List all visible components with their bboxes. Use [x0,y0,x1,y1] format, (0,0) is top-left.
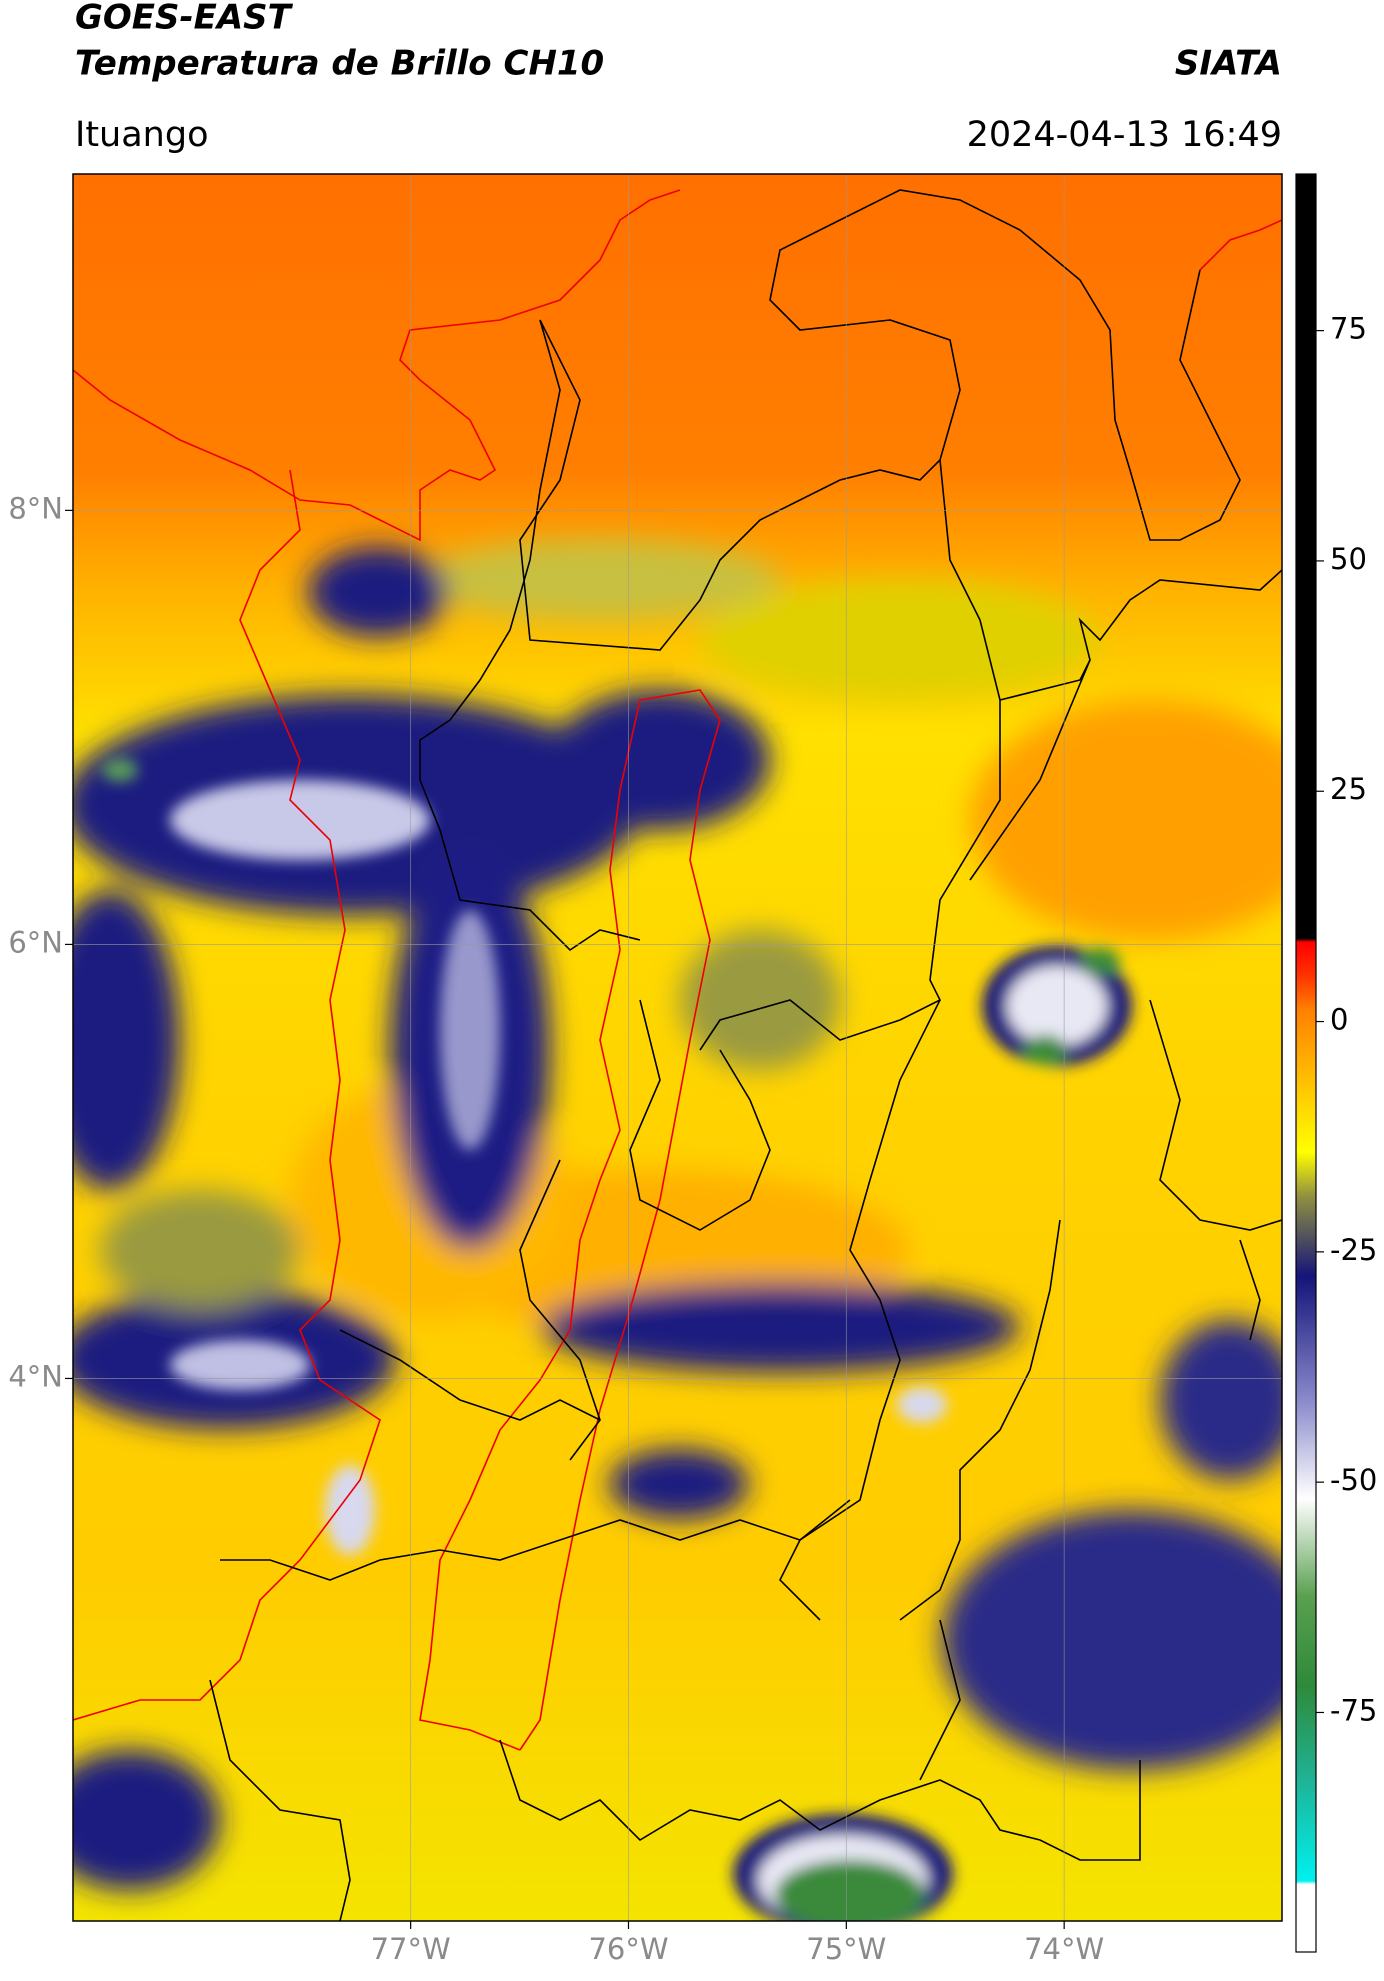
y-tick-label: 6°N [8,925,63,959]
x-tick-label: 75°W [806,1932,886,1966]
location: Ituango [75,115,209,155]
colorbar-tick-label: 0 [1330,1003,1348,1037]
satellite-image [73,174,1282,1921]
title: GOES-EAST [75,0,294,38]
colorbar-tick-label: 50 [1330,542,1367,576]
colorbar [1295,173,1317,1953]
datetime: 2024-04-13 16:49 [967,115,1282,155]
x-tick-label: 76°W [588,1932,668,1966]
colorbar-tick-label: -25 [1330,1233,1377,1267]
y-tick-label: 4°N [8,1359,63,1393]
y-tick-label: 8°N [8,491,63,525]
colorbar-tick-label: 75 [1330,312,1367,346]
map-frame [72,173,1283,1922]
agency: SIATA [1175,44,1282,84]
subtitle: Temperatura de Brillo CH10 [75,44,604,84]
colorbar-tick-label: 25 [1330,772,1367,806]
colorbar-tick-label: -50 [1330,1463,1377,1497]
x-tick-label: 77°W [371,1932,451,1966]
graticule [73,174,1282,1921]
x-tick-label: 74°W [1024,1932,1104,1966]
colorbar-tick-label: -75 [1330,1693,1377,1727]
